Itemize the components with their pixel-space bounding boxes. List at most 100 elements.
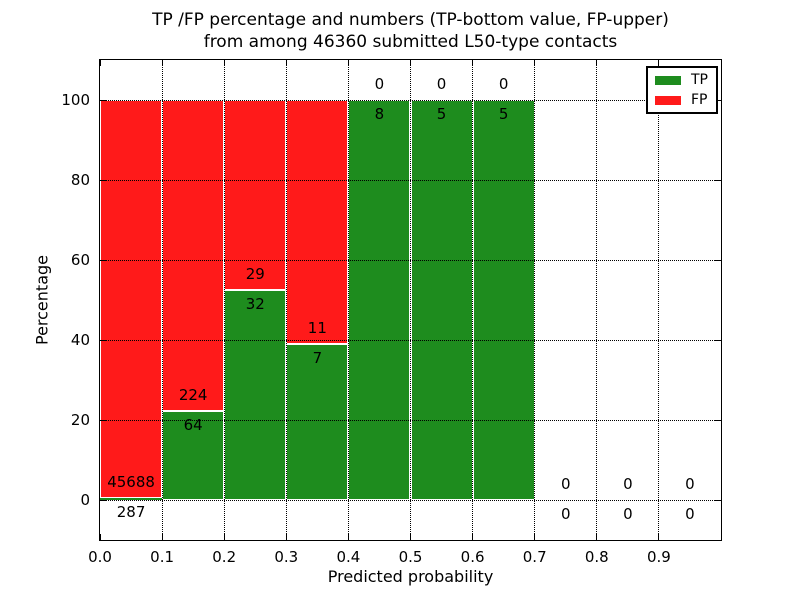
y-tick-mark-left: [100, 339, 106, 341]
tp-count-label: 5: [436, 105, 447, 123]
fp-count-label: 0: [374, 75, 385, 93]
bar-segment-tp: [224, 290, 287, 500]
x-tick-mark-bottom: [99, 534, 101, 540]
x-tick-mark-bottom: [410, 534, 411, 540]
tp-count-label: 8: [374, 105, 385, 123]
x-tick-label: 0.6: [460, 548, 485, 566]
chart-title-line1: TP /FP percentage and numbers (TP-bottom…: [152, 10, 669, 30]
x-tick-mark-top: [472, 60, 474, 66]
x-tick-mark-top: [534, 60, 536, 66]
plot-area: TP FP 45688 287 224 64 29 32 11 7 0 8 0 5 0 5 0 0 0 0 0 0 0.0…: [61, 59, 722, 566]
x-tick-mark-bottom: [596, 534, 598, 540]
gridline-vertical: [472, 60, 474, 540]
bar-segment-tp: [162, 411, 225, 500]
tp-count-label: 0: [623, 505, 633, 523]
bar-segment-fp: [286, 100, 349, 345]
x-tick-label: 0.9: [646, 548, 671, 566]
bar-segment-tp: [472, 100, 535, 500]
y-tick-mark-left: [100, 179, 106, 181]
legend-item-fp: FP: [655, 93, 708, 107]
tp-count-label: 64: [183, 416, 203, 435]
x-tick-mark-top: [99, 60, 101, 66]
tp-count-label: 0: [560, 505, 571, 523]
tp-count-label: 7: [312, 349, 323, 368]
fp-count-label: 0: [436, 75, 447, 93]
chart-title-line2: from among 46360 submitted L50-type cont…: [203, 32, 618, 52]
bar-segment-tp: [348, 100, 411, 500]
fp-count-label: 0: [498, 75, 509, 93]
x-tick-mark-top: [347, 60, 349, 66]
x-tick-mark-bottom: [161, 534, 163, 540]
y-tick-mark-right: [715, 419, 721, 421]
legend: TP FP: [646, 66, 718, 114]
x-tick-mark-bottom: [223, 534, 225, 540]
y-tick-mark-left: [100, 259, 106, 261]
gridline-vertical: [223, 60, 225, 540]
y-tick-mark-right: [715, 339, 721, 341]
legend-swatch-fp: [655, 95, 681, 105]
y-tick-mark-left: [100, 499, 106, 501]
fp-count-label: 224: [178, 386, 208, 405]
bar-segment-fp: [100, 100, 163, 498]
y-tick-mark-right: [715, 259, 721, 261]
y-tick-label: 80: [70, 171, 90, 189]
x-tick-mark-bottom: [472, 534, 474, 540]
y-tick-mark-right: [715, 499, 721, 501]
fp-count-label: 0: [685, 475, 695, 493]
gridline-vertical: [347, 60, 349, 540]
y-tick-mark-left: [100, 419, 106, 421]
x-tick-mark-top: [410, 60, 411, 66]
fp-count-label: 11: [307, 319, 327, 338]
x-tick-mark-top: [223, 60, 225, 66]
x-tick-label: 0.7: [522, 548, 547, 566]
gridline-vertical: [161, 60, 163, 540]
x-tick-label: 0.2: [212, 548, 237, 566]
y-tick-label: 40: [70, 331, 90, 349]
bar-segment-tp: [286, 344, 349, 500]
gridline-vertical: [658, 60, 660, 540]
fp-count-label: 0: [623, 475, 633, 493]
y-tick-mark-left: [100, 99, 106, 101]
x-tick-mark-bottom: [347, 534, 349, 540]
tp-count-label: 287: [116, 502, 146, 521]
x-tick-mark-top: [285, 60, 287, 66]
gridline-vertical: [410, 60, 411, 540]
bar-segment-fp: [162, 100, 225, 412]
x-tick-label: 0.1: [150, 548, 175, 566]
x-tick-label: 0.8: [584, 548, 609, 566]
x-tick-mark-top: [658, 60, 660, 66]
chart-title: TP /FP percentage and numbers (TP-bottom…: [100, 9, 721, 53]
y-tick-label: 60: [70, 251, 90, 269]
legend-label-tp: TP: [691, 72, 708, 88]
bar-segment-fp: [224, 100, 287, 291]
tp-count-label: 0: [685, 505, 695, 523]
legend-swatch-tp: [655, 75, 681, 85]
x-tick-mark-bottom: [285, 534, 287, 540]
y-tick-label: 20: [70, 411, 90, 429]
x-tick-label: 0.5: [398, 548, 423, 566]
gridline-vertical: [285, 60, 287, 540]
gridline-vertical: [596, 60, 598, 540]
fp-count-label: 29: [245, 265, 265, 284]
gridline-vertical: [534, 60, 536, 540]
x-axis-label: Predicted probability: [327, 567, 494, 586]
y-tick-mark-right: [715, 99, 721, 101]
x-tick-mark-bottom: [534, 534, 536, 540]
y-tick-label: 0: [80, 491, 90, 509]
x-tick-mark-top: [596, 60, 598, 66]
y-tick-label: 100: [61, 91, 90, 109]
tp-count-label: 32: [245, 295, 265, 314]
legend-label-fp: FP: [691, 92, 708, 108]
y-tick-mark-right: [715, 179, 721, 181]
x-tick-mark-bottom: [658, 534, 660, 540]
legend-item-tp: TP: [655, 73, 708, 87]
tp-count-label: 5: [498, 105, 509, 123]
x-tick-label: 0.4: [336, 548, 361, 566]
fp-count-label: 45688: [107, 472, 155, 491]
bar-segment-tp: [410, 100, 473, 500]
x-tick-label: 0.3: [274, 548, 299, 566]
bar-segment-tp: [100, 497, 163, 500]
x-tick-mark-top: [161, 60, 163, 66]
fp-count-label: 0: [560, 475, 571, 493]
